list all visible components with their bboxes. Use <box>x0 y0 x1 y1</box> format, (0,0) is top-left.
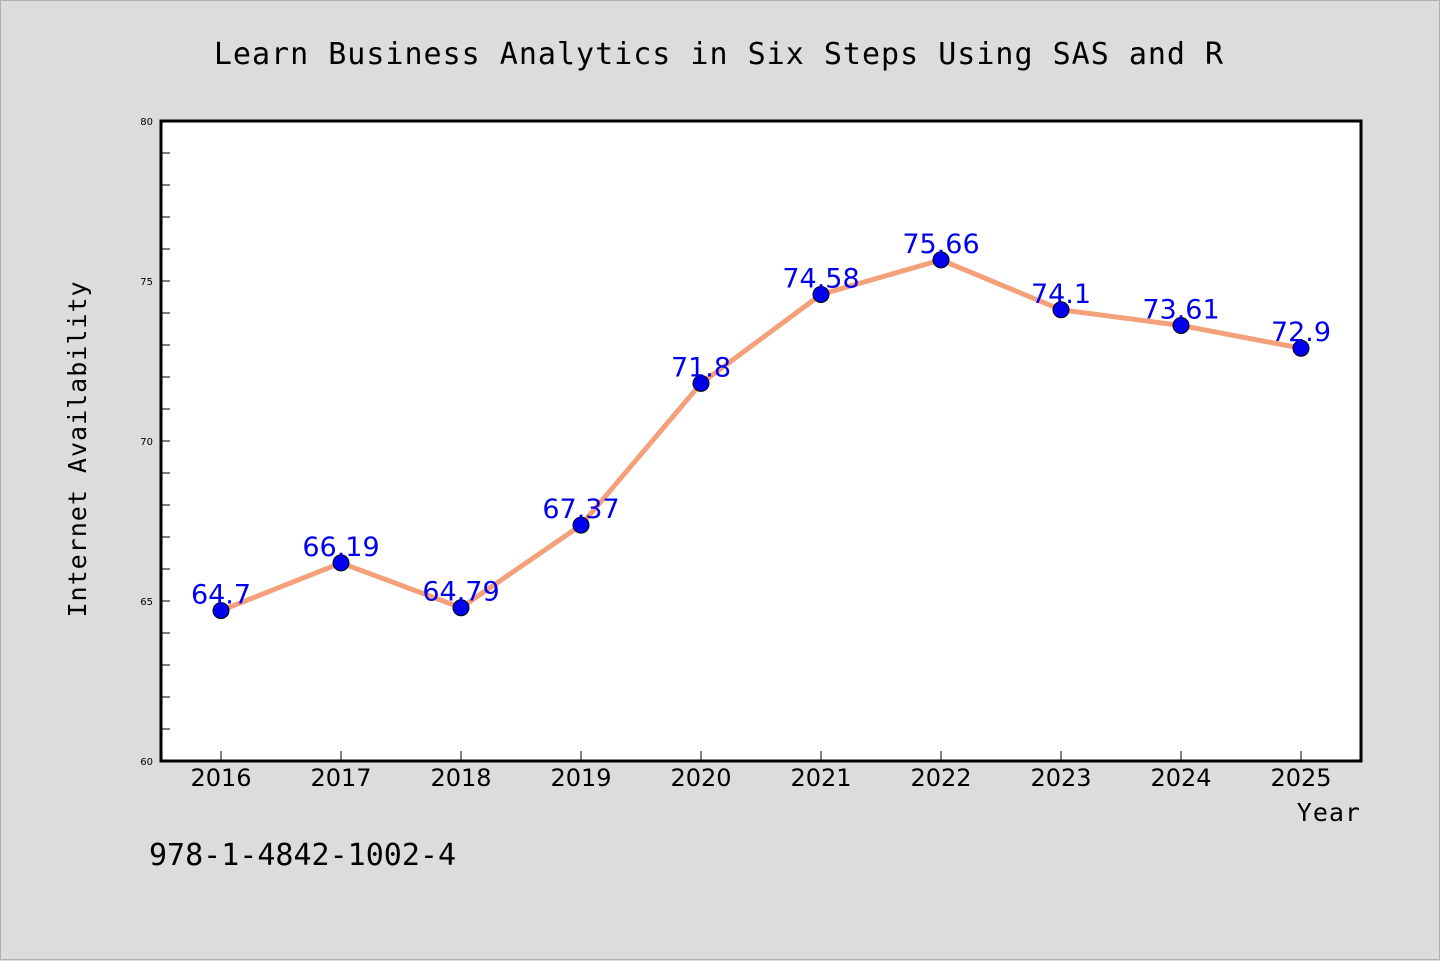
data-label: 66.19 <box>302 532 379 563</box>
x-tick-label: 2019 <box>550 764 611 792</box>
data-point-marker <box>212 602 230 620</box>
y-tick-label: 70 <box>140 437 153 448</box>
x-tick-label: 2022 <box>910 764 971 792</box>
x-tick-label: 2021 <box>790 764 851 792</box>
x-tick-label: 2023 <box>1030 764 1091 792</box>
x-axis: 2016 2017 2018 2019 2020 2021 2022 2023 2024 2025 <box>190 751 1332 792</box>
data-label: 71.8 <box>671 352 731 383</box>
x-tick-label: 2017 <box>310 764 371 792</box>
plot-area <box>159 119 1363 763</box>
x-tick-label: 2020 <box>670 764 731 792</box>
y-tick-label: 60 <box>140 757 153 768</box>
x-axis-label: Year <box>1297 798 1361 827</box>
data-label: 75.66 <box>902 229 979 260</box>
isbn-text: 978-1-4842-1002-4 <box>149 838 456 873</box>
y-axis: 60 65 70 75 80 <box>140 117 170 768</box>
series-line <box>220 257 1302 613</box>
data-label: 73.61 <box>1142 294 1219 325</box>
y-tick-label: 75 <box>140 277 153 288</box>
data-label: 74.58 <box>782 263 859 294</box>
data-label: 72.9 <box>1271 317 1331 348</box>
data-point-marker <box>452 599 470 617</box>
series-layer: 64.7 66.19 64.79 67.37 71.8 74.58 75.66 74.1 73.… <box>191 229 1331 620</box>
y-tick-label: 80 <box>140 117 153 128</box>
data-label: 64.79 <box>422 577 499 608</box>
data-label: 67.37 <box>542 494 619 525</box>
y-tick-label: 65 <box>140 597 153 608</box>
x-tick-label: 2024 <box>1150 764 1211 792</box>
data-point-marker <box>932 251 950 269</box>
data-point-marker <box>1172 316 1190 334</box>
x-tick-label: 2016 <box>190 764 251 792</box>
data-label: 74.1 <box>1031 279 1091 310</box>
data-point-marker <box>572 516 590 534</box>
data-label: 64.7 <box>191 580 251 611</box>
chart-title: Learn Business Analytics in Six Steps Us… <box>214 37 1224 72</box>
data-point-marker <box>812 285 830 303</box>
x-tick-label: 2025 <box>1270 764 1331 792</box>
data-point-marker <box>332 554 350 572</box>
y-axis-label: Internet Availability <box>63 280 92 617</box>
x-tick-label: 2018 <box>430 764 491 792</box>
data-point-marker <box>692 374 710 392</box>
data-point-marker <box>1292 339 1310 357</box>
data-point-marker <box>1052 301 1070 319</box>
